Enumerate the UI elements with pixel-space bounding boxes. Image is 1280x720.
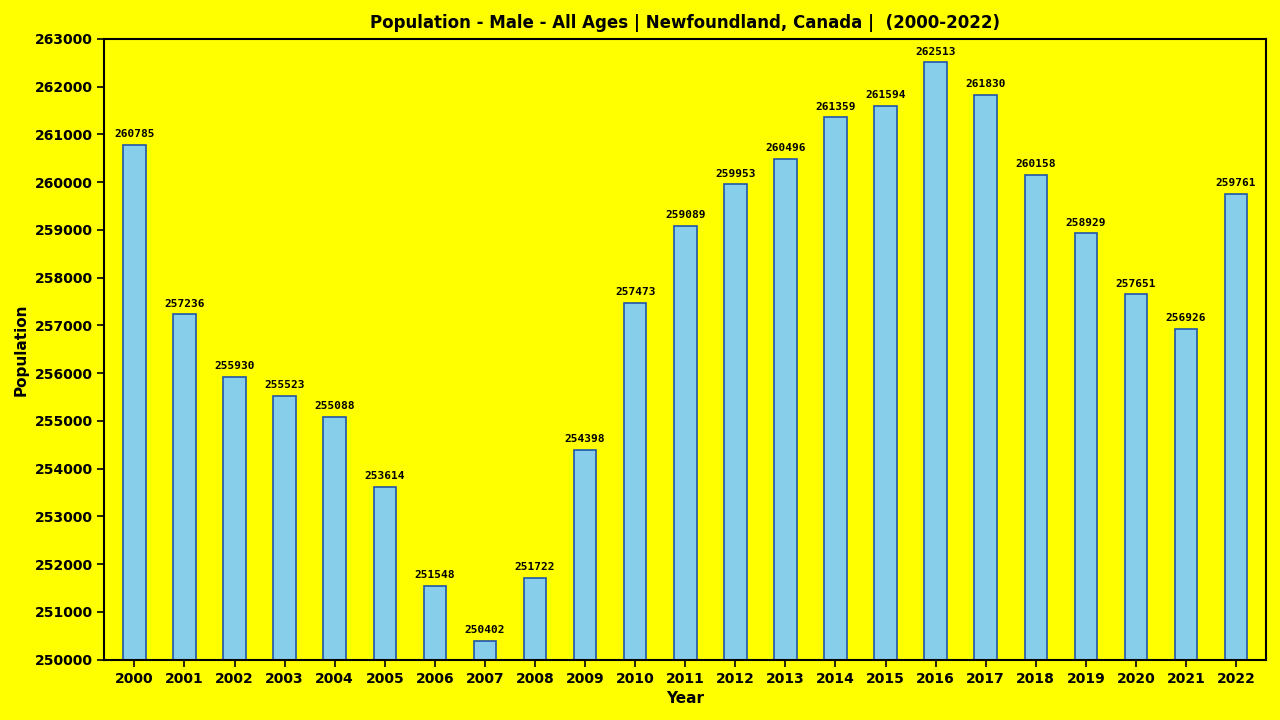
Bar xyxy=(874,106,897,660)
Bar xyxy=(524,577,547,660)
Text: 255930: 255930 xyxy=(214,361,255,371)
Bar xyxy=(924,62,947,660)
Text: 257473: 257473 xyxy=(614,287,655,297)
Text: 255088: 255088 xyxy=(315,401,355,411)
Text: 259761: 259761 xyxy=(1216,178,1256,188)
Bar xyxy=(675,226,696,660)
Text: 259089: 259089 xyxy=(666,210,705,220)
Bar xyxy=(724,184,746,660)
Bar xyxy=(223,377,246,660)
Bar xyxy=(974,95,997,660)
Bar xyxy=(1125,294,1147,660)
Text: 260496: 260496 xyxy=(765,143,805,153)
Text: 261594: 261594 xyxy=(865,91,906,100)
Text: 261830: 261830 xyxy=(965,79,1006,89)
Bar xyxy=(774,158,796,660)
Text: 251722: 251722 xyxy=(515,562,556,572)
Bar xyxy=(824,117,847,660)
Bar xyxy=(474,641,497,660)
Text: 254398: 254398 xyxy=(564,434,605,444)
Text: 262513: 262513 xyxy=(915,47,956,57)
Title: Population - Male - All Ages | Newfoundland, Canada |  (2000-2022): Population - Male - All Ages | Newfoundl… xyxy=(370,14,1000,32)
Text: 257236: 257236 xyxy=(164,299,205,308)
X-axis label: Year: Year xyxy=(667,691,704,706)
Text: 257651: 257651 xyxy=(1116,279,1156,289)
Bar xyxy=(1075,233,1097,660)
Text: 251548: 251548 xyxy=(415,570,456,580)
Bar xyxy=(573,450,596,660)
Y-axis label: Population: Population xyxy=(14,303,29,395)
Bar xyxy=(324,417,346,660)
Text: 253614: 253614 xyxy=(365,472,404,482)
Text: 260785: 260785 xyxy=(114,129,155,139)
Bar xyxy=(623,303,646,660)
Text: 259953: 259953 xyxy=(716,168,755,179)
Text: 258929: 258929 xyxy=(1065,217,1106,228)
Text: 250402: 250402 xyxy=(465,625,506,635)
Bar xyxy=(173,314,196,660)
Text: 261359: 261359 xyxy=(815,102,856,112)
Text: 256926: 256926 xyxy=(1166,313,1206,323)
Text: 255523: 255523 xyxy=(265,380,305,390)
Bar xyxy=(123,145,146,660)
Bar xyxy=(1175,329,1197,660)
Bar xyxy=(424,586,447,660)
Text: 260158: 260158 xyxy=(1015,159,1056,169)
Bar xyxy=(1024,175,1047,660)
Bar xyxy=(1225,194,1247,660)
Bar xyxy=(374,487,396,660)
Bar xyxy=(274,396,296,660)
